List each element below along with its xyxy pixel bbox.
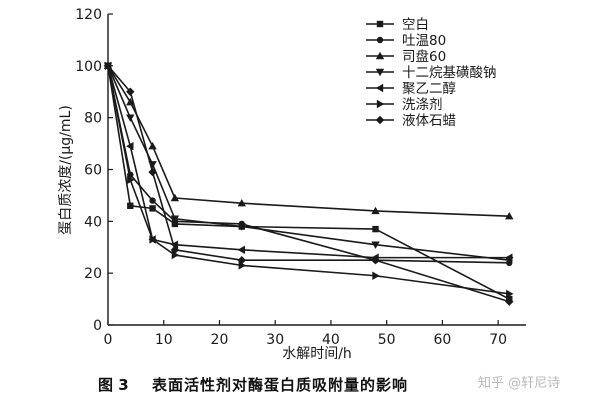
watermark: 知乎 @轩尼诗 <box>478 376 561 391</box>
data-point <box>372 271 380 280</box>
data-point <box>149 235 157 244</box>
data-point <box>127 202 134 209</box>
series-0 <box>104 62 513 303</box>
data-point <box>238 261 246 270</box>
figure-caption-text: 表面活性剂对酶蛋白质吸附量的影响 <box>152 376 409 394</box>
legend-item: 液体石蜡 <box>366 113 456 129</box>
x-tick-label: 60 <box>433 332 451 348</box>
y-tick-label: 120 <box>75 7 102 23</box>
data-point <box>103 61 113 71</box>
x-tick-label: 20 <box>211 332 229 348</box>
legend-item: 空白 <box>366 17 429 33</box>
legend-marker <box>376 20 384 28</box>
legend-item: 十二烷基磺酸钠 <box>366 64 497 81</box>
legend-label: 空白 <box>402 17 429 33</box>
data-point <box>170 215 180 223</box>
legend-marker <box>376 36 384 44</box>
legend-item: 聚乙二醇 <box>366 80 456 97</box>
x-axis-title: 水解时间/h <box>282 346 352 362</box>
legend-marker <box>375 51 385 60</box>
legend-marker <box>376 99 385 109</box>
axes: 0 10 20 30 40 50 60 70 0 20 40 60 80 100 120 水解时间/h 蛋白质浓… <box>58 7 526 362</box>
legend-label: 十二烷基磺酸钠 <box>402 64 497 81</box>
x-tick-label: 30 <box>266 332 284 348</box>
legend-marker <box>375 83 384 93</box>
x-tick-label: 40 <box>322 332 340 348</box>
series-6 <box>103 61 514 306</box>
x-tick-label: 10 <box>155 332 173 348</box>
legend-label: 聚乙二醇 <box>402 80 456 97</box>
data-point <box>170 240 179 249</box>
y-tick-label: 80 <box>84 111 102 127</box>
legend-item: 司盘60 <box>366 48 446 65</box>
legend-item: 洗涤剂 <box>366 97 443 113</box>
y-tick-label: 20 <box>84 266 102 282</box>
legend-label: 吐温80 <box>402 33 446 49</box>
y-tick-label: 40 <box>84 214 102 230</box>
data-point <box>170 193 180 202</box>
data-point <box>126 141 134 151</box>
data-point <box>237 245 245 255</box>
data-point <box>505 211 514 220</box>
legend-label: 洗涤剂 <box>402 97 443 113</box>
figure-caption: 图 3 表面活性剂对酶蛋白质吸附量的影响 <box>0 374 600 398</box>
x-tick-label: 0 <box>104 332 113 348</box>
data-point <box>237 256 246 265</box>
data-point <box>372 225 379 233</box>
legend-label: 司盘60 <box>402 48 446 65</box>
x-tick-label: 70 <box>489 332 507 348</box>
y-axis-title: 蛋白质浓度/(μg/mL) <box>58 105 74 235</box>
y-tick-label: 100 <box>75 59 102 75</box>
data-point <box>148 167 157 177</box>
series-layer <box>103 61 514 306</box>
data-point <box>149 197 156 204</box>
legend-marker <box>375 68 385 77</box>
y-tick-label: 60 <box>84 163 102 179</box>
data-point <box>149 205 156 212</box>
data-point <box>506 289 514 299</box>
line-chart: 0 10 20 30 40 50 60 70 0 20 40 60 80 100 120 水解时间/h 蛋白质浓… <box>58 7 526 362</box>
data-point <box>126 114 135 122</box>
legend-item: 吐温80 <box>366 33 446 49</box>
data-point <box>148 141 157 150</box>
series-5 <box>104 61 514 299</box>
data-point <box>126 87 135 96</box>
data-point <box>126 97 135 106</box>
legend-label: 液体石蜡 <box>402 113 456 129</box>
data-point <box>127 175 135 185</box>
figure-number: 图 3 <box>98 376 129 394</box>
data-point <box>237 198 246 207</box>
data-point <box>505 253 513 262</box>
data-point <box>371 206 380 215</box>
data-point <box>171 250 180 260</box>
data-point <box>371 241 380 249</box>
data-point <box>170 245 180 255</box>
y-tick-label: 0 <box>93 318 102 334</box>
data-point <box>505 297 514 306</box>
x-tick-label: 50 <box>378 332 396 348</box>
data-point <box>237 223 246 231</box>
data-point <box>371 256 380 265</box>
legend-marker <box>375 115 385 125</box>
